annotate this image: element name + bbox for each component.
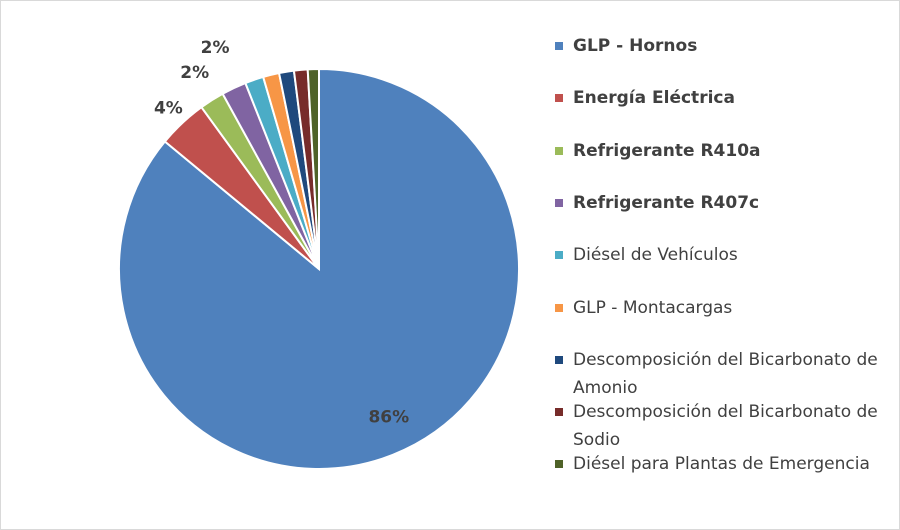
legend-label: Refrigerante R410a xyxy=(573,140,761,161)
legend-item: Diésel para Plantas de Emergencia xyxy=(555,450,895,478)
data-label: 4% xyxy=(154,99,183,119)
legend-label: Descomposición del Bicarbonato de Sodio xyxy=(573,402,878,451)
legend-swatch xyxy=(555,251,563,260)
legend-item: Refrigerante R407c xyxy=(555,189,895,217)
legend-swatch xyxy=(555,355,563,364)
legend-swatch xyxy=(555,198,563,207)
data-label: 2% xyxy=(180,63,209,83)
legend-swatch xyxy=(555,94,563,103)
legend-label: Diésel para Plantas de Emergencia xyxy=(573,454,870,475)
pie-slice xyxy=(118,67,520,470)
data-label: 86% xyxy=(368,407,409,427)
legend-item: Diésel de Vehículos xyxy=(555,241,895,269)
legend-swatch xyxy=(555,303,563,312)
legend-item: Refrigerante R410a xyxy=(555,137,895,165)
legend-swatch xyxy=(555,42,563,50)
legend-swatch xyxy=(555,408,563,417)
legend-label: Energía Eléctrica xyxy=(573,88,735,109)
legend-item: Energía Eléctrica xyxy=(555,84,895,112)
legend-label: Refrigerante R407c xyxy=(573,192,760,213)
pie-slice xyxy=(306,67,320,270)
legend-label: Diésel de Vehículos xyxy=(573,245,738,266)
legend-label: GLP - Montacargas xyxy=(573,297,733,318)
legend-item: GLP - Montacargas xyxy=(555,294,895,322)
legend-swatch xyxy=(555,460,563,469)
legend-item: Descomposición del Bicarbonato de Sodio xyxy=(555,398,895,454)
legend-label: Descomposición del Bicarbonato de Amonio xyxy=(573,349,878,398)
legend-label: GLP - Hornos xyxy=(573,36,698,56)
legend-item: Descomposición del Bicarbonato de Amonio xyxy=(555,346,895,402)
data-label: 2% xyxy=(201,38,230,58)
legend-swatch xyxy=(555,146,563,155)
legend-item: GLP - Hornos xyxy=(555,32,895,60)
